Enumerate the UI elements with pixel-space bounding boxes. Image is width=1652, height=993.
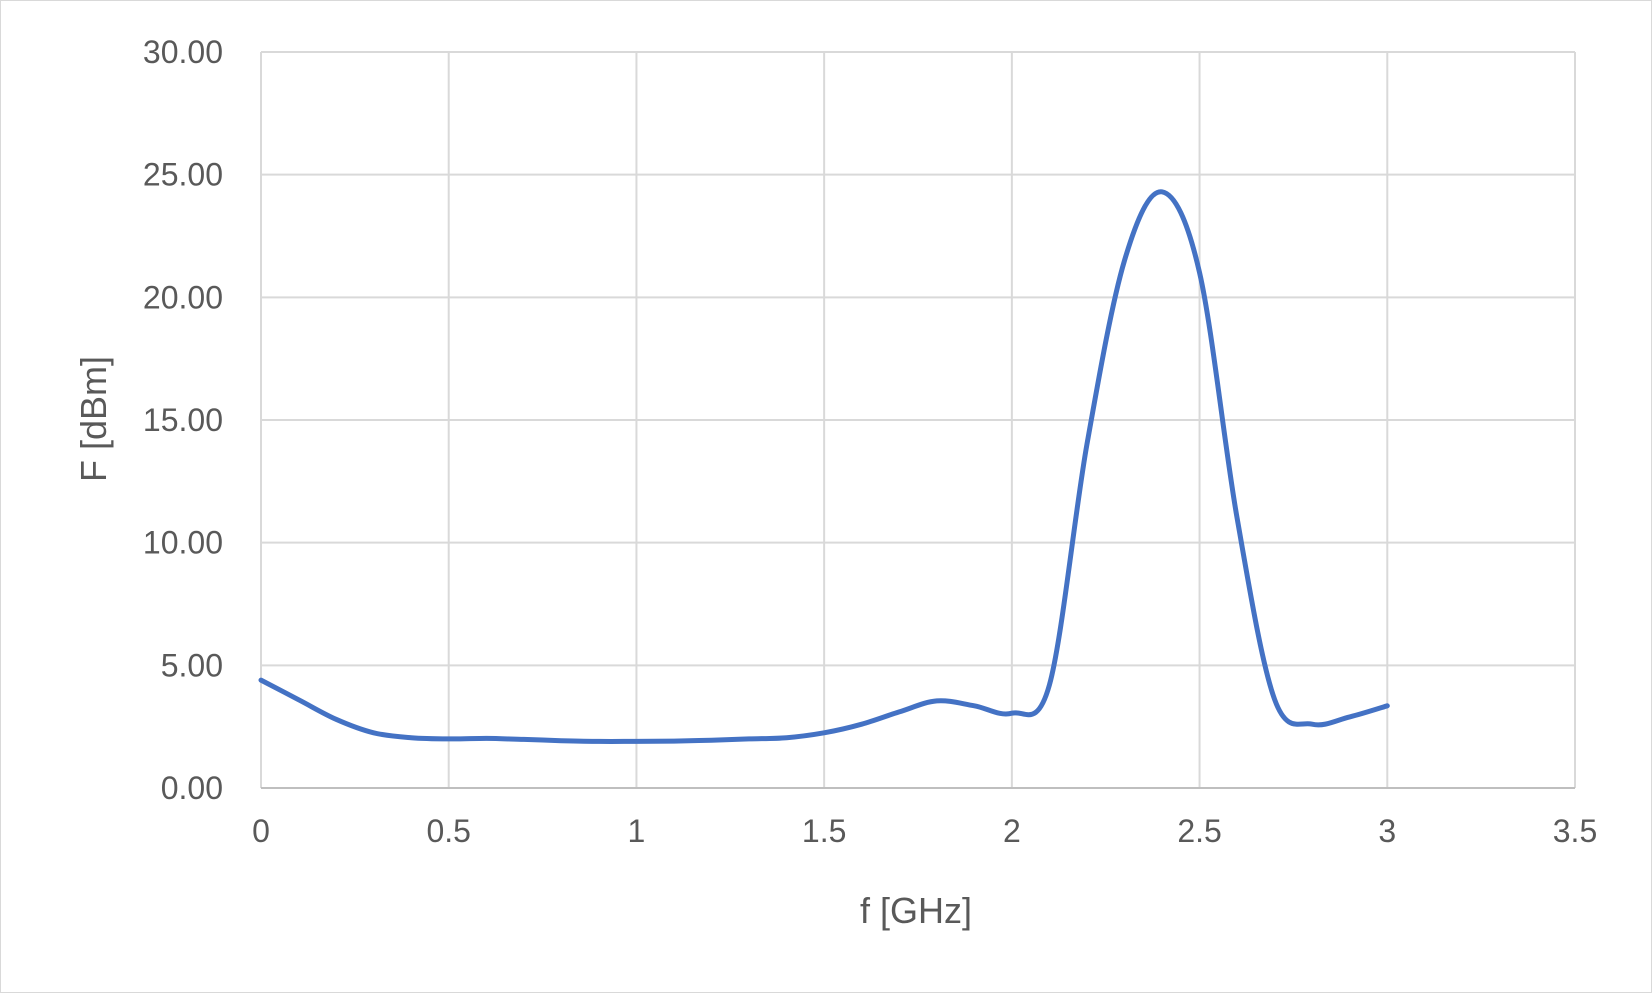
y-tick-label: 0.00 <box>161 770 223 806</box>
gridlines <box>260 51 1576 789</box>
y-tick-label: 25.00 <box>143 157 223 193</box>
x-tick-label: 1 <box>628 813 646 849</box>
y-axis-title: F [dBm] <box>73 356 114 482</box>
x-tick-label: 3 <box>1378 813 1396 849</box>
x-tick-label: 2.5 <box>1177 813 1221 849</box>
x-tick-label: 1.5 <box>802 813 846 849</box>
y-tick-label: 20.00 <box>143 279 223 315</box>
y-tick-label: 30.00 <box>143 34 223 70</box>
tick-labels: 0 0.5 1 1.5 2 2.5 3 3.5 0.00 5.00 10.00 15.00 20.00 2… <box>143 34 1597 849</box>
series-line <box>258 189 1390 744</box>
x-tick-label: 2 <box>1003 813 1021 849</box>
series-layer <box>258 189 1390 744</box>
x-axis-title: f [GHz] <box>860 890 972 931</box>
y-tick-label: 5.00 <box>161 647 223 683</box>
y-tick-label: 10.00 <box>143 525 223 561</box>
y-tick-label: 15.00 <box>143 402 223 438</box>
x-tick-label: 0.5 <box>426 813 470 849</box>
x-tick-label: 0 <box>252 813 270 849</box>
x-tick-label: 3.5 <box>1553 813 1597 849</box>
